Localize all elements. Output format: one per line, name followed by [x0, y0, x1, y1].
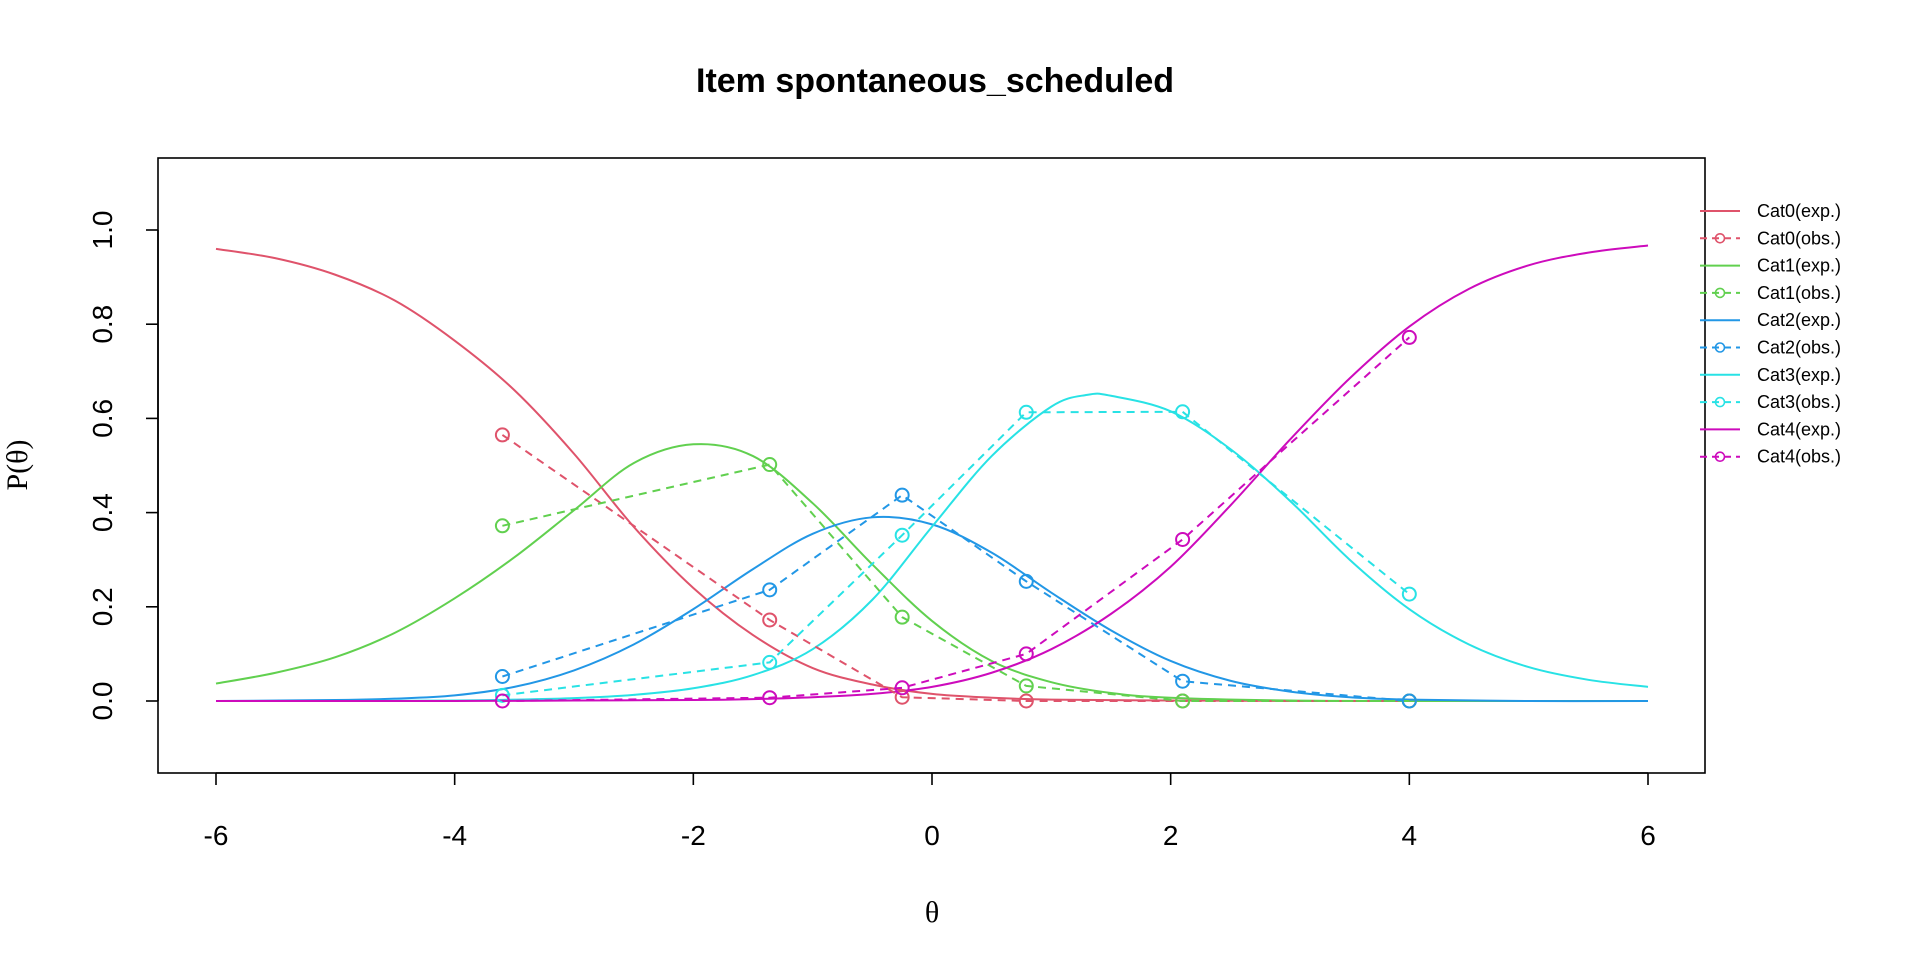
observed-point-cat4	[1175, 531, 1191, 547]
x-axis-label: θ	[925, 896, 939, 929]
legend-item: Cat2(obs.)	[1700, 338, 1841, 358]
x-tick-label: 4	[1402, 820, 1418, 851]
observed-point-cat4	[494, 693, 510, 709]
legend-swatch-marker	[1714, 451, 1726, 463]
observed-point-cat2	[494, 669, 510, 685]
chart-title: Item spontaneous_scheduled	[696, 62, 1174, 100]
observed-point-cat0	[762, 612, 778, 628]
legend-item: Cat2(exp.)	[1700, 310, 1841, 330]
observed-point-cat1	[894, 609, 910, 625]
observed-point-cat3	[894, 527, 910, 543]
legend-item: Cat0(exp.)	[1700, 201, 1841, 221]
legend-label: Cat2(obs.)	[1757, 338, 1841, 358]
legend-label: Cat2(exp.)	[1757, 310, 1841, 330]
legend-swatch-marker	[1714, 396, 1726, 408]
observed-point-cat2	[894, 487, 910, 503]
observed-point-cat0	[894, 689, 910, 705]
observed-point-cat4	[894, 680, 910, 696]
legend-item: Cat1(obs.)	[1700, 283, 1841, 303]
observed-point-cat2	[1018, 573, 1034, 589]
y-tick-label: 0.4	[87, 493, 118, 532]
observed-point-cat1	[1175, 693, 1191, 709]
legend-label: Cat4(exp.)	[1757, 419, 1841, 439]
observed-line-cat1	[502, 463, 1410, 702]
x-tick-label: 2	[1163, 820, 1179, 851]
x-tick-label: 0	[924, 820, 940, 851]
observed-point-cat3	[494, 687, 510, 703]
legend-item: Cat1(exp.)	[1700, 256, 1841, 276]
observed-point-cat1	[762, 457, 778, 473]
observed-line-cat2	[502, 493, 1410, 702]
observed-point-cat4	[1018, 646, 1034, 662]
y-tick-label: 0.0	[87, 682, 118, 721]
observed-point-cat0	[494, 427, 510, 443]
observed-point-cat2	[762, 582, 778, 598]
legend-item: Cat4(exp.)	[1700, 419, 1841, 439]
legend-swatch-marker	[1714, 233, 1726, 244]
observed-point-cat3	[1018, 404, 1034, 420]
y-tick-label: 0.6	[87, 399, 118, 438]
observed-point-cat3	[1401, 586, 1417, 602]
y-axis-label: P(θ)	[1, 439, 34, 490]
legend-swatch-marker	[1714, 342, 1726, 353]
y-tick-label: 0.8	[87, 305, 118, 344]
x-axis: -6 -4 -2 0 2 4 6	[204, 772, 1656, 851]
observed-line-cat0	[501, 434, 1410, 702]
expected-curve-cat2	[215, 515, 1649, 703]
observed-point-cat2	[1175, 673, 1191, 689]
x-tick-label: -4	[442, 820, 467, 851]
legend-item: Cat0(obs.)	[1700, 228, 1841, 248]
observed-point-cat0	[1018, 693, 1034, 709]
observed-point-cat1	[494, 518, 510, 534]
legend-item: Cat3(obs.)	[1700, 392, 1841, 412]
series-layer	[215, 244, 1649, 709]
observed-point-cat1	[1018, 678, 1034, 694]
observed-point-cat3	[762, 654, 778, 670]
legend-item: Cat3(exp.)	[1700, 365, 1841, 385]
observed-line-cat4	[502, 336, 1410, 702]
observed-line-cat3	[502, 410, 1410, 697]
observed-point-cat2	[1401, 693, 1417, 709]
x-tick-label: -6	[204, 820, 229, 851]
legend-swatch-marker	[1714, 287, 1726, 299]
legend-label: Cat3(obs.)	[1757, 392, 1841, 412]
legend-label: Cat0(exp.)	[1757, 201, 1841, 221]
observed-point-cat3	[1175, 404, 1191, 420]
y-tick-label: 1.0	[87, 211, 118, 250]
legend-label: Cat3(exp.)	[1757, 365, 1841, 385]
x-tick-label: -2	[681, 820, 706, 851]
legend: Cat0(exp.) Cat0(obs.) Cat1(exp.) Cat1(obs.)…	[1700, 201, 1841, 467]
observed-point-cat4	[762, 690, 778, 706]
legend-label: Cat0(obs.)	[1757, 228, 1841, 248]
y-tick-label: 0.2	[87, 587, 118, 626]
y-axis: 0.0 0.2 0.4 0.6 0.8 1.0	[87, 211, 159, 721]
legend-item: Cat4(obs.)	[1700, 447, 1841, 467]
expected-curve-cat3	[215, 392, 1649, 703]
legend-label: Cat1(obs.)	[1757, 283, 1841, 303]
x-tick-label: 6	[1640, 820, 1656, 851]
observed-point-cat4	[1401, 329, 1417, 345]
legend-label: Cat1(exp.)	[1757, 256, 1841, 276]
legend-label: Cat4(obs.)	[1757, 447, 1841, 467]
